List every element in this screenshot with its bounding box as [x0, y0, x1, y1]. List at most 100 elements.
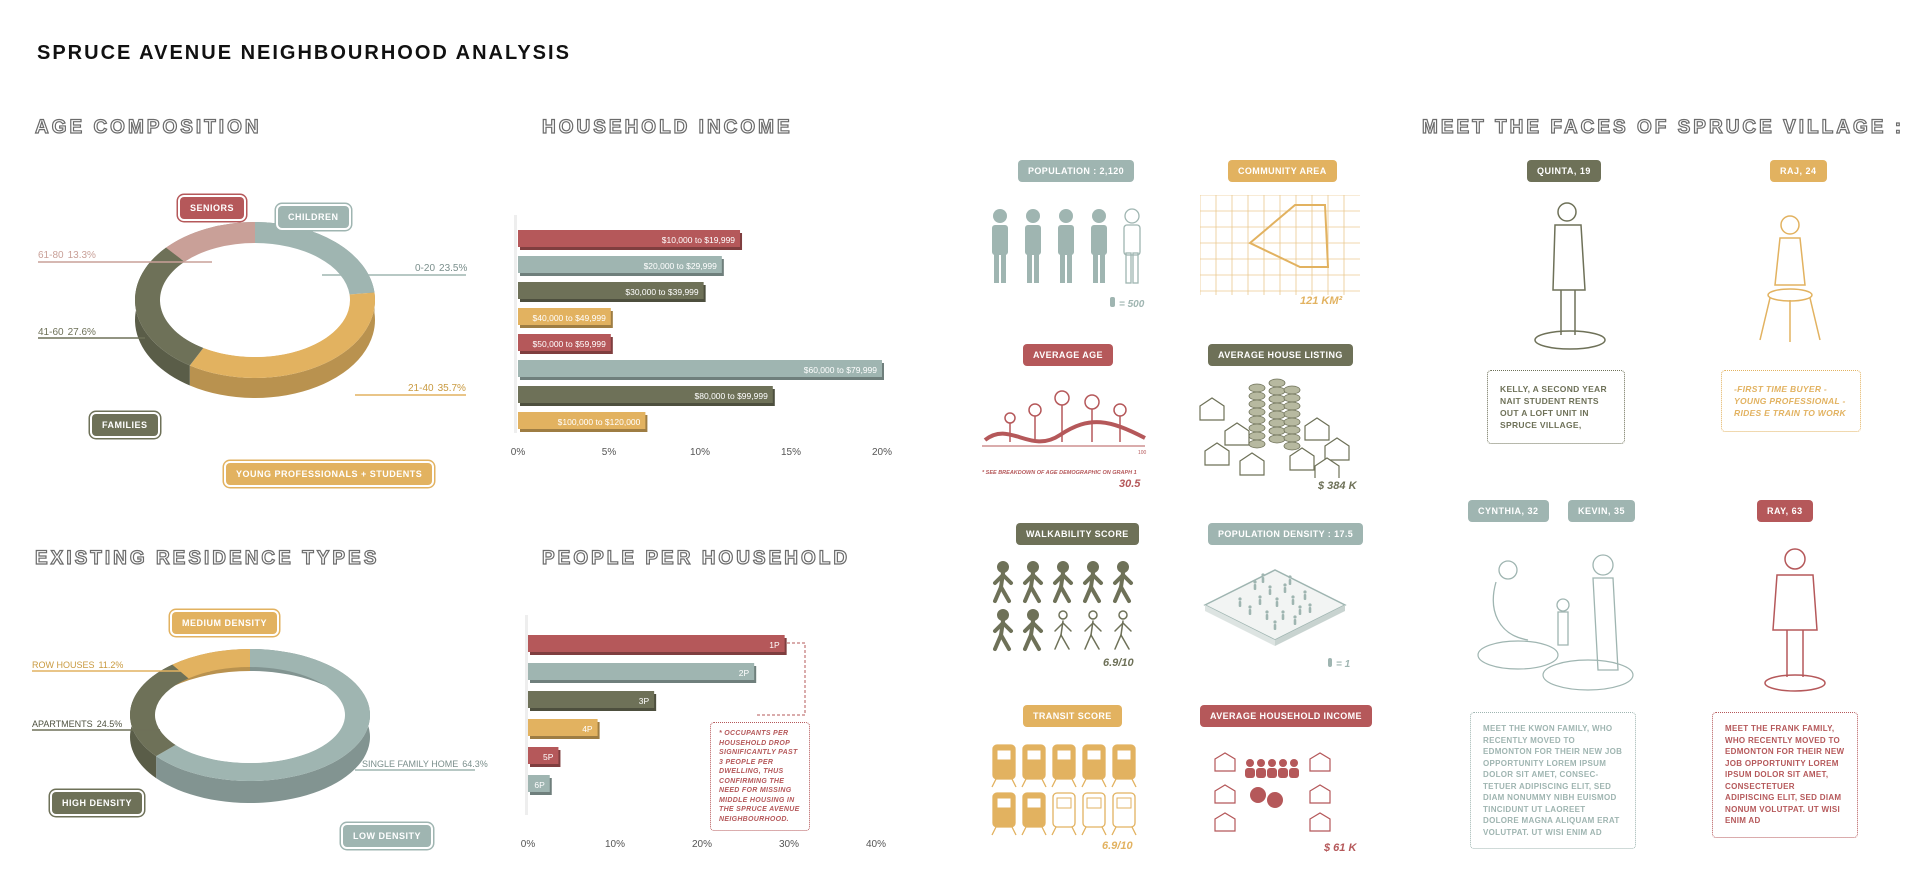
transit-train-icons	[991, 744, 1137, 836]
tag-families: FAMILIES	[102, 420, 148, 430]
faces-section-title: MEET THE FACES OF SPRUCE VILLAGE :	[1421, 116, 1905, 138]
bar-people-0	[528, 635, 785, 652]
stat-population-label: POPULATION : 2,120	[1018, 160, 1135, 182]
bar-label-people-0: 1P	[769, 640, 780, 650]
residence-donut-chart	[32, 649, 475, 803]
slice-value-61-80: 13.3%	[67, 250, 96, 261]
bar-label-income-6: $80,000 to $99,999	[695, 391, 769, 401]
face-tag-ray: RAY, 63	[1757, 500, 1813, 522]
bar-label-income-5: $60,000 to $79,999	[804, 365, 878, 375]
bar-label-people-5: 6P	[534, 780, 545, 790]
bar-income-2	[518, 282, 704, 299]
slice-label-apartments: APARTMENTS	[32, 719, 93, 729]
transit-value: 6.9/10	[1102, 840, 1133, 852]
stat-walkability-label: WALKABILITY SCORE	[1016, 523, 1139, 545]
person-dot-icon	[1253, 580, 1257, 590]
avg-age-note: * SEE BREAKDOWN OF AGE DEMOGRAPHIC ON GR…	[982, 470, 1137, 476]
person-icon	[1278, 759, 1288, 778]
bar-label-people-2: 3P	[639, 696, 650, 706]
house-icon	[1309, 812, 1331, 832]
bar-people-3	[528, 719, 598, 736]
bar-label-income-4: $50,000 to $59,999	[533, 339, 607, 349]
bar-label-income-1: $20,000 to $29,999	[644, 261, 718, 271]
page-title: SPRUCE AVENUE NEIGHBOURHOOD ANALYSIS	[37, 42, 571, 64]
bar-income-4	[518, 334, 611, 351]
slice-value-row-houses: 11.2%	[98, 660, 124, 670]
house-icon	[1214, 752, 1236, 772]
bar-label-income-3: $40,000 to $49,999	[533, 313, 607, 323]
tag-young-professionals: YOUNG PROFESSIONALS + STUDENTS	[236, 469, 423, 479]
house-icon	[1204, 442, 1230, 466]
bar-label-income-7: $100,000 to $120,000	[558, 417, 641, 427]
person-dot-icon	[1283, 583, 1287, 593]
slice-label-61-80: 61-80	[38, 250, 64, 261]
walker-icon	[1114, 610, 1132, 650]
coin-stack-icon	[1248, 383, 1266, 449]
coin-stack-icon	[1268, 378, 1286, 444]
walker-icon	[1023, 609, 1043, 651]
train-icon	[1081, 744, 1107, 788]
train-icon	[991, 792, 1017, 836]
house-icon	[1324, 437, 1350, 461]
tag-seniors: SENIORS	[190, 203, 235, 213]
face-tag-raj: RAJ, 24	[1770, 160, 1827, 182]
bar-label-people-3: 4P	[582, 724, 593, 734]
slice-value-0-20: 23.5%	[439, 263, 468, 274]
kwon-family-figure-icon	[1477, 554, 1634, 691]
slice-label-row-houses: ROW HOUSES	[32, 660, 95, 670]
ray-figure-icon	[1764, 548, 1826, 692]
donut-hole	[162, 249, 348, 357]
walker-icon	[1023, 561, 1043, 603]
slice-value-single-family: 64.3%	[462, 759, 488, 769]
slice-value-21-40: 35.7%	[437, 383, 466, 394]
person-dot-icon	[1308, 603, 1312, 613]
person-icon	[1025, 209, 1041, 283]
house-icon	[1224, 422, 1250, 446]
house-listing-icon	[1199, 378, 1350, 478]
bar-income-7	[518, 412, 646, 429]
avg-age-value: 30.5	[1119, 478, 1141, 490]
community-value: 121 KM²	[1300, 295, 1343, 307]
slice-value-apartments: 24.5%	[96, 719, 123, 729]
people-note: * OCCUPANTS PER HOUSEHOLD DROP SIGNIFICA…	[710, 722, 810, 831]
people-bar-chart: 1P 2P 3P 4P 5P 6P 0% 10% 20% 30% 40%	[521, 615, 886, 850]
house-icon	[1199, 397, 1225, 421]
quinta-figure-icon	[1534, 202, 1606, 350]
person-icon	[1110, 297, 1115, 307]
quinta-description: KELLY, A SECOND YEAR NAIT STUDENT RENTS …	[1487, 370, 1625, 444]
bar-people-1	[528, 663, 755, 680]
person-dot-icon	[1248, 605, 1252, 615]
tick-people-3: 30%	[779, 839, 799, 850]
house-icon	[1214, 812, 1236, 832]
train-icon	[1081, 792, 1107, 836]
house-icon	[1289, 447, 1315, 471]
train-icon	[1021, 792, 1047, 836]
train-icon	[1051, 792, 1077, 836]
tick-people-1: 10%	[605, 839, 625, 850]
person-dot-icon	[1281, 610, 1285, 620]
bar-income-3	[518, 308, 611, 325]
frank-description: MEET THE FRANK FAMILY, WHO RECENTLY MOVE…	[1712, 712, 1858, 838]
bar-label-income-0: $10,000 to $19,999	[662, 235, 736, 245]
tag-low-density: LOW DENSITY	[353, 831, 421, 841]
tick-income-3: 15%	[781, 447, 801, 458]
person-icon	[1256, 759, 1266, 778]
slice-label-single-family: SINGLE FAMILY HOME	[362, 759, 459, 769]
train-icon	[1021, 744, 1047, 788]
avg-age-family-icon: 100	[982, 390, 1147, 456]
stat-house-listing-label: AVERAGE HOUSE LISTING	[1208, 344, 1353, 366]
person-dot-icon	[1298, 605, 1302, 615]
stat-transit-label: TRANSIT SCORE	[1023, 705, 1122, 727]
train-icon	[1111, 792, 1137, 836]
person-icon	[1245, 759, 1255, 778]
train-icon	[991, 744, 1017, 788]
walker-icon	[1054, 610, 1072, 650]
face-tag-quinta: QUINTA, 19	[1527, 160, 1601, 182]
face-tag-cynthia: CYNTHIA, 32	[1468, 500, 1549, 522]
slice-label-41-60: 41-60	[38, 327, 64, 338]
walker-icon	[1083, 561, 1103, 603]
tick-income-0: 0%	[511, 447, 526, 458]
stat-avg-age-label: AVERAGE AGE	[1023, 344, 1113, 366]
bar-income-1	[518, 256, 722, 273]
walker-icon	[993, 561, 1013, 603]
